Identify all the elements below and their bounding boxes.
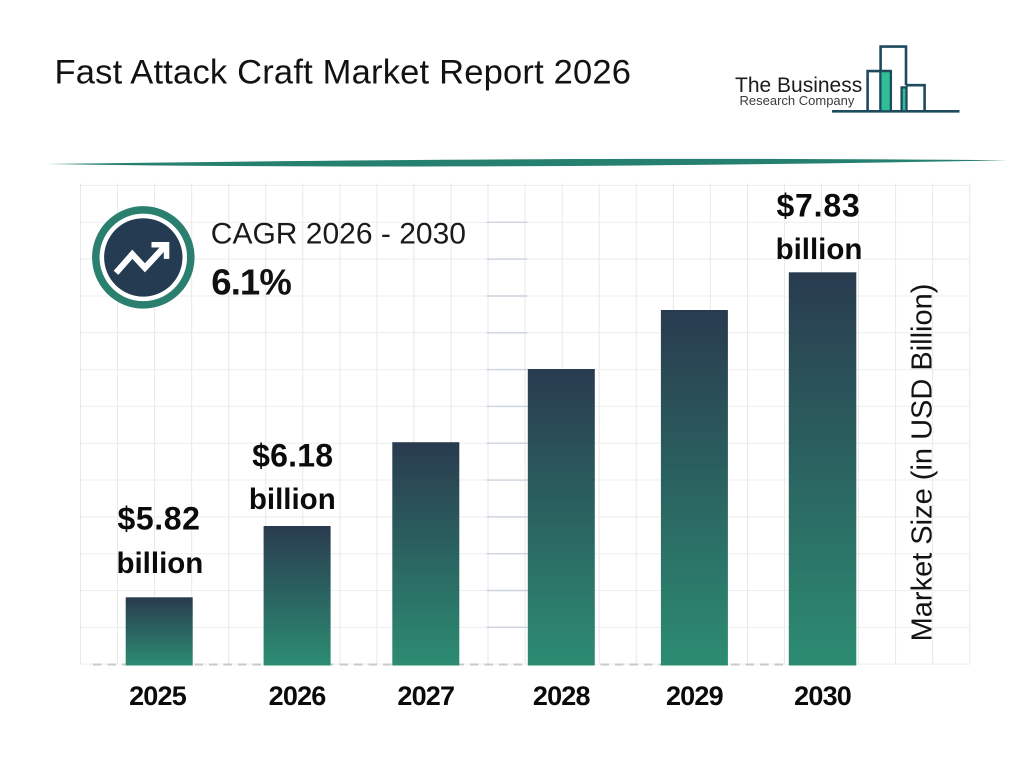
svg-text:billion: billion bbox=[116, 547, 203, 580]
svg-text:The Business: The Business bbox=[735, 74, 862, 97]
svg-text:Fast Attack Craft Market Repor: Fast Attack Craft Market Report 2026 bbox=[55, 53, 632, 91]
svg-text:billion: billion bbox=[249, 483, 336, 516]
svg-text:CAGR 2026 - 2030: CAGR 2026 - 2030 bbox=[211, 218, 466, 251]
svg-text:2027: 2027 bbox=[397, 681, 454, 711]
svg-text:Research Company: Research Company bbox=[740, 93, 855, 108]
svg-text:2029: 2029 bbox=[666, 681, 724, 711]
svg-text:$6.18: $6.18 bbox=[252, 438, 333, 474]
svg-text:billion: billion bbox=[776, 233, 863, 266]
svg-text:2026: 2026 bbox=[269, 681, 327, 711]
svg-text:6.1%: 6.1% bbox=[211, 262, 291, 303]
svg-text:$5.82: $5.82 bbox=[117, 501, 200, 537]
svg-text:2030: 2030 bbox=[794, 681, 851, 711]
svg-text:2025: 2025 bbox=[129, 681, 187, 711]
svg-text:Market Size (in USD Billion): Market Size (in USD Billion) bbox=[907, 284, 939, 642]
svg-text:$7.83: $7.83 bbox=[776, 188, 860, 224]
svg-text:2028: 2028 bbox=[533, 681, 591, 711]
